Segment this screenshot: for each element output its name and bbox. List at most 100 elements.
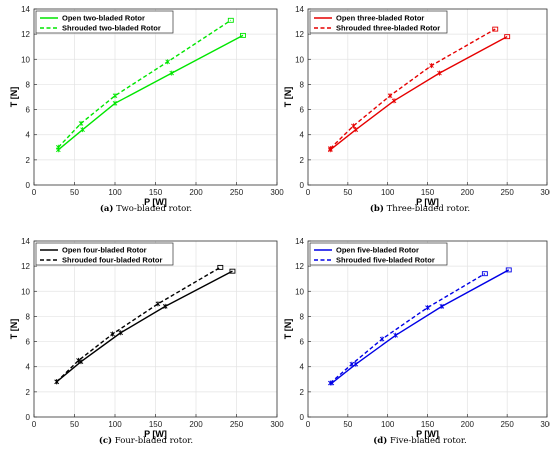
y-tick-label: 6: [300, 338, 305, 347]
y-tick-label: 2: [300, 156, 305, 165]
data-point: [78, 120, 84, 126]
y-tick-label: 14: [21, 237, 30, 246]
caption-tag: (a): [100, 203, 114, 214]
y-tick-label: 8: [26, 80, 31, 89]
legend-entry-label: Shrouded two-bladed Rotor: [62, 24, 161, 33]
x-tick-label: 100: [108, 420, 122, 429]
legend-entry-label: Open two-bladed Rotor: [62, 14, 145, 23]
caption-text: Four-bladed rotor.: [112, 436, 193, 446]
x-tick-label: 300: [270, 188, 284, 197]
panel-caption: (c) Four-bladed rotor.: [99, 435, 193, 446]
data-point: [229, 268, 236, 274]
legend-box: [35, 242, 174, 266]
caption-tag: (b): [370, 203, 384, 214]
legend-box: [35, 10, 174, 34]
x-tick-label: 200: [461, 188, 475, 197]
x-tick-label: 250: [230, 420, 244, 429]
y-tick-label: 14: [295, 5, 304, 14]
series-line-open: [56, 270, 233, 383]
y-tick-label: 8: [26, 312, 31, 321]
data-point: [165, 59, 170, 65]
x-tick-label: 250: [230, 188, 244, 197]
y-tick-label: 10: [295, 55, 304, 64]
data-point: [112, 93, 118, 99]
y-axis-label: T [N]: [9, 87, 19, 108]
caption-text: Two-bladed rotor.: [113, 204, 192, 214]
data-point: [118, 330, 123, 336]
chart-panel: 0 50 100 150 200 250 300 0 2 4 6 8 10 12 14 P [W] T [N] O…: [283, 5, 550, 214]
legend-entry-label: Open five-bladed Rotor: [336, 246, 419, 255]
x-tick-label: 150: [149, 188, 163, 197]
y-tick-label: 6: [26, 338, 31, 347]
y-tick-label: 2: [26, 388, 31, 397]
x-tick-label: 250: [500, 420, 514, 429]
y-tick-label: 4: [300, 363, 305, 372]
y-tick-label: 2: [300, 388, 305, 397]
legend-entry-label: Open three-bladed Rotor: [336, 14, 424, 23]
panel-caption: (d) Five-bladed rotor.: [373, 435, 466, 446]
x-tick-label: 100: [381, 420, 395, 429]
y-tick-label: 4: [300, 131, 305, 140]
x-tick-label: 300: [540, 188, 550, 197]
x-tick-label: 300: [270, 420, 284, 429]
data-point: [78, 359, 84, 365]
caption-tag: (d): [373, 435, 387, 446]
x-tick-label: 200: [189, 420, 203, 429]
x-axis-label: P [W]: [144, 197, 167, 207]
y-tick-label: 12: [21, 30, 30, 39]
data-point: [217, 264, 224, 270]
panel-caption: (b) Three-bladed rotor.: [370, 203, 470, 214]
legend-entry-label: Open four-bladed Rotor: [62, 246, 147, 255]
y-axis-label: T [N]: [283, 319, 293, 340]
x-tick-label: 200: [189, 188, 203, 197]
caption-text: Five-bladed rotor.: [387, 436, 466, 446]
y-tick-label: 8: [300, 312, 305, 321]
x-tick-label: 50: [70, 420, 79, 429]
data-point: [162, 303, 168, 309]
data-point: [351, 123, 356, 129]
series-line-open: [329, 36, 508, 151]
x-tick-label: 0: [306, 420, 311, 429]
data-point: [504, 34, 511, 40]
data-point: [391, 98, 397, 104]
data-point: [76, 357, 81, 363]
data-point: [439, 303, 445, 309]
y-tick-label: 2: [26, 156, 31, 165]
y-axis-label: T [N]: [283, 87, 293, 108]
x-axis-label: P [W]: [416, 429, 439, 439]
x-tick-label: 150: [149, 420, 163, 429]
chart-panel: 0 50 100 150 200 250 300 0 2 4 6 8 10 12 14 P [W] T [N] O…: [283, 237, 550, 446]
y-tick-label: 12: [21, 262, 30, 271]
x-axis-label: P [W]: [416, 197, 439, 207]
data-point: [349, 361, 355, 367]
data-point: [425, 305, 430, 311]
data-point: [505, 267, 512, 273]
x-tick-label: 250: [500, 188, 514, 197]
x-tick-label: 300: [540, 420, 550, 429]
x-tick-label: 50: [343, 188, 352, 197]
data-point: [492, 26, 499, 32]
y-tick-label: 4: [26, 363, 31, 372]
y-tick-label: 12: [295, 262, 304, 271]
series-line-open: [57, 34, 244, 151]
caption-tag: (c): [99, 435, 112, 446]
legend-entry-label: Shrouded five-bladed Rotor: [336, 256, 435, 265]
data-point: [54, 379, 59, 385]
y-tick-label: 0: [300, 181, 305, 190]
x-tick-label: 150: [421, 420, 435, 429]
data-point: [80, 127, 85, 133]
x-tick-label: 100: [108, 188, 122, 197]
data-point: [387, 93, 393, 99]
chart-panel: 0 50 100 150 200 250 300 0 2 4 6 8 10 12 14 P [W] T [N] O…: [9, 5, 284, 214]
x-tick-label: 0: [306, 188, 311, 197]
data-point: [481, 271, 488, 277]
data-point: [112, 100, 118, 106]
y-tick-label: 10: [295, 287, 304, 296]
legend-box: [309, 242, 448, 266]
x-tick-label: 50: [70, 188, 79, 197]
data-point: [393, 332, 398, 338]
data-point: [379, 336, 385, 342]
y-tick-label: 4: [26, 131, 31, 140]
data-point: [353, 361, 359, 367]
